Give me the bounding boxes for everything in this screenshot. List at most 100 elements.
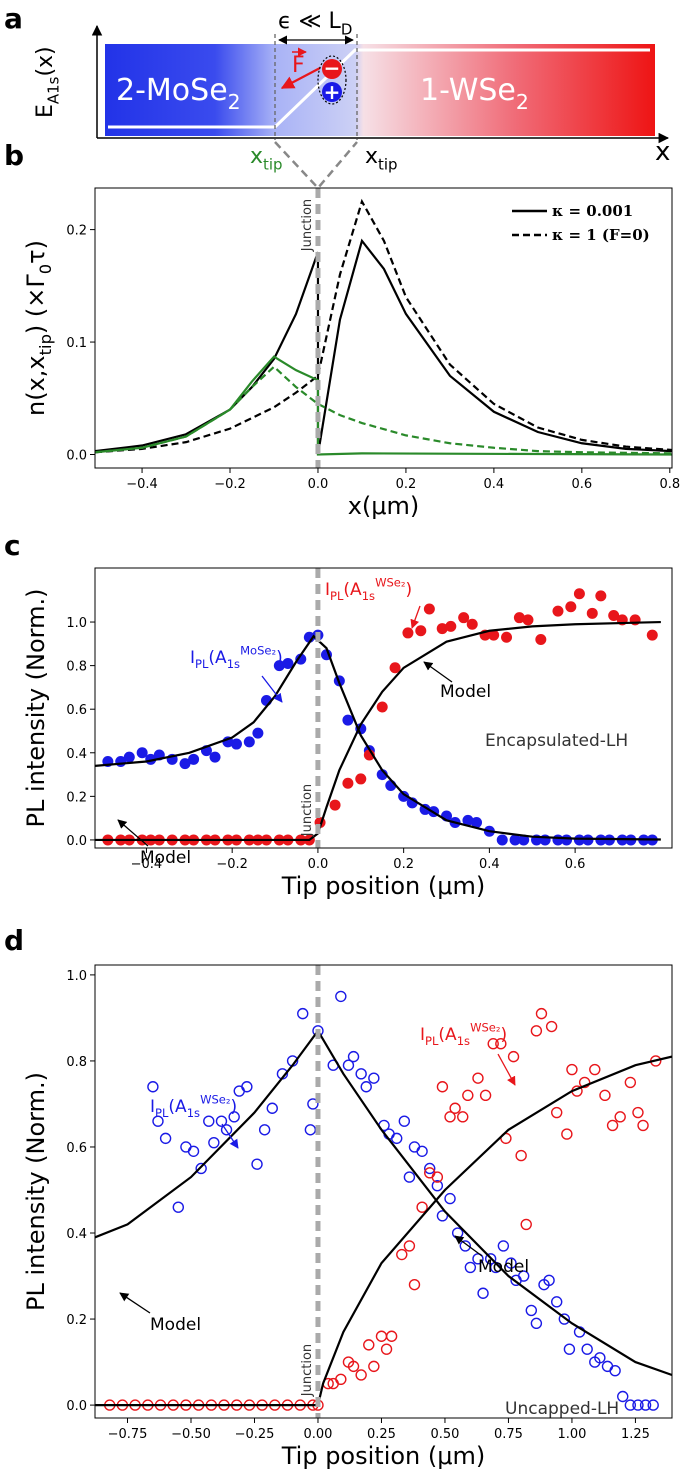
axes-frame [94, 187, 673, 469]
data-point [152, 1115, 164, 1127]
data-point [488, 629, 500, 641]
text-part: ) [276, 648, 283, 668]
text-part: PL intensity (Norm.) [22, 589, 50, 828]
annotation-arrow [423, 661, 453, 683]
data-point [458, 612, 470, 624]
data-point [501, 631, 513, 643]
text-part: (A [168, 1097, 187, 1117]
data-point [497, 1240, 510, 1252]
text-part: Model [140, 848, 191, 868]
data-point [606, 1119, 619, 1132]
annotation: Uncapped-LH [505, 1399, 619, 1419]
data-point [464, 1261, 477, 1274]
data-point [209, 751, 221, 763]
data-point [566, 1063, 578, 1076]
data-point [581, 1343, 593, 1355]
data-point [347, 1050, 360, 1063]
text-part: ) [231, 1097, 238, 1117]
annotation-arrow [497, 1053, 516, 1086]
x-tick-label: 0.4 [484, 477, 505, 492]
annotation: Model [440, 682, 491, 702]
data-point [601, 1360, 614, 1373]
data-point [136, 747, 148, 759]
panel-label: d [4, 924, 24, 957]
text-part: D [341, 21, 353, 39]
data-point [632, 1399, 644, 1411]
y-tick-label: 1.0 [66, 616, 87, 631]
data-point [220, 1124, 233, 1136]
data-point [552, 605, 564, 617]
data-point [624, 1399, 637, 1411]
charge: + [324, 80, 341, 104]
data-point [586, 607, 598, 619]
data-point [329, 799, 341, 811]
data-point [462, 1089, 474, 1102]
series-line [95, 238, 672, 455]
text-part: x [365, 144, 378, 169]
text-part: E [33, 104, 58, 118]
data-point [402, 627, 414, 639]
text-part: tip [378, 156, 398, 174]
y-tick-label: 0.8 [66, 1055, 87, 1070]
data-point [462, 814, 474, 826]
text-part: I [190, 648, 195, 668]
text-part: I [420, 1025, 425, 1045]
junction-label: Junction [300, 1344, 315, 1397]
data-point [457, 1111, 469, 1123]
panel-label: a [4, 2, 23, 35]
annotation: IPL(A1sMoSe₂) [190, 644, 283, 672]
y-tick-label: 0.4 [66, 1227, 87, 1242]
text-part: 1s [187, 1106, 200, 1120]
text-part: 2-MoSe [116, 73, 228, 108]
data-point [266, 1102, 278, 1114]
data-point [342, 777, 354, 789]
data-point [449, 1102, 461, 1114]
data-point [436, 1210, 449, 1222]
data-point [646, 629, 658, 641]
x-axis-title: Tip position (μm) [281, 1442, 486, 1470]
annotation: IPL(A1sWSe₂) [150, 1093, 237, 1121]
x-tick-label: 1.00 [557, 1427, 586, 1442]
annotation-arrow [261, 675, 283, 703]
data-point [208, 1136, 220, 1149]
plot-area [95, 568, 661, 848]
data-point [258, 1124, 271, 1136]
data-point [347, 1360, 360, 1373]
data-point [525, 1304, 538, 1317]
width-label: ϵ ≪ LD [278, 9, 352, 39]
data-point [360, 1081, 372, 1093]
text-part: Model [478, 1257, 529, 1277]
data-point [355, 1068, 367, 1080]
hole [322, 82, 342, 102]
data-point [609, 1364, 621, 1377]
data-point [396, 1248, 408, 1261]
data-point [203, 1115, 215, 1127]
data-point [385, 1330, 398, 1342]
data-point [522, 614, 534, 626]
data-point [431, 1179, 444, 1192]
data-point [471, 817, 483, 829]
x-tick-label: 0.25 [367, 1427, 396, 1442]
data-point [415, 625, 427, 637]
text-part: Encapsulated-LH [485, 731, 628, 751]
text-part: MoSe₂ [240, 644, 276, 658]
data-point [617, 1390, 629, 1403]
text-part: tip [36, 334, 55, 355]
plot-area [95, 188, 672, 468]
text-part: 1s [227, 657, 240, 671]
data-point [123, 751, 135, 763]
text-part: ) [406, 580, 413, 600]
data-point [233, 1085, 245, 1097]
data-point [565, 601, 577, 613]
data-point [375, 1330, 388, 1342]
panel-label: c [4, 529, 21, 562]
data-point [496, 834, 508, 846]
plot-area [95, 965, 672, 1418]
data-point [403, 1171, 416, 1183]
y-tick-label: 0.6 [66, 703, 87, 718]
text-part: 2 [516, 90, 529, 114]
text-part: ) [501, 1025, 508, 1045]
data-point [647, 1399, 659, 1411]
data-point [195, 1162, 207, 1175]
data-point [495, 1038, 507, 1050]
